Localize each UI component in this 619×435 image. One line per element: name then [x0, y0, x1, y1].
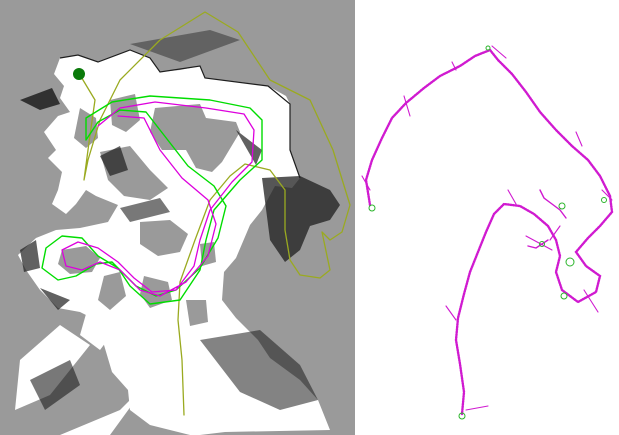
pose-graph-path: [364, 48, 614, 416]
occupied-cells: [20, 30, 340, 410]
pose-graph-branch: [539, 189, 567, 219]
olive-trajectory: [79, 11, 351, 416]
pose-graph-panel: [356, 0, 619, 435]
pose-graph-nodes: [368, 45, 607, 420]
start-marker: [73, 68, 85, 80]
loop-closure-edges: [361, 45, 613, 411]
trajectories: [41, 11, 351, 416]
occupancy-map-panel: [0, 0, 355, 435]
pose-graph-background: [356, 0, 619, 435]
magenta-trajectory: [61, 101, 255, 297]
wall-outline: [59, 49, 301, 179]
green-trajectory: [41, 95, 263, 305]
